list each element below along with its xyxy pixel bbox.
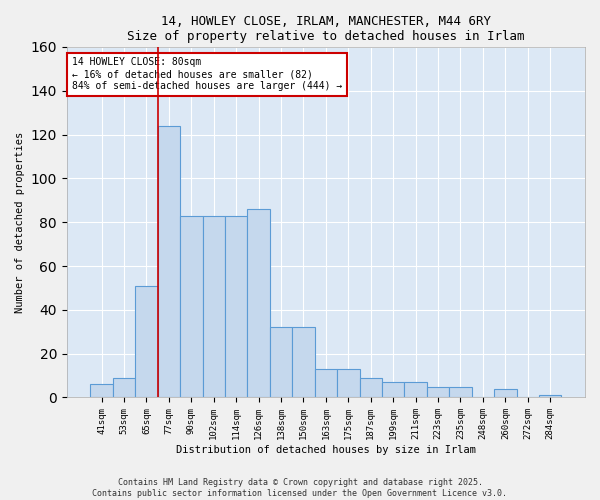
Bar <box>404 382 427 398</box>
Title: 14, HOWLEY CLOSE, IRLAM, MANCHESTER, M44 6RY
Size of property relative to detach: 14, HOWLEY CLOSE, IRLAM, MANCHESTER, M44… <box>127 15 524 43</box>
Text: 14 HOWLEY CLOSE: 80sqm
← 16% of detached houses are smaller (82)
84% of semi-det: 14 HOWLEY CLOSE: 80sqm ← 16% of detached… <box>72 58 342 90</box>
Bar <box>427 386 449 398</box>
Bar <box>359 378 382 398</box>
Bar <box>180 216 203 398</box>
Bar <box>91 384 113 398</box>
Bar <box>113 378 135 398</box>
Bar <box>539 396 562 398</box>
Bar <box>494 388 517 398</box>
X-axis label: Distribution of detached houses by size in Irlam: Distribution of detached houses by size … <box>176 445 476 455</box>
Bar <box>314 369 337 398</box>
Bar <box>449 386 472 398</box>
Bar <box>225 216 247 398</box>
Bar <box>337 369 359 398</box>
Bar <box>292 328 314 398</box>
Bar <box>382 382 404 398</box>
Text: Contains HM Land Registry data © Crown copyright and database right 2025.
Contai: Contains HM Land Registry data © Crown c… <box>92 478 508 498</box>
Bar <box>158 126 180 398</box>
Bar <box>270 328 292 398</box>
Y-axis label: Number of detached properties: Number of detached properties <box>15 132 25 313</box>
Bar <box>203 216 225 398</box>
Bar <box>247 209 270 398</box>
Bar <box>135 286 158 398</box>
